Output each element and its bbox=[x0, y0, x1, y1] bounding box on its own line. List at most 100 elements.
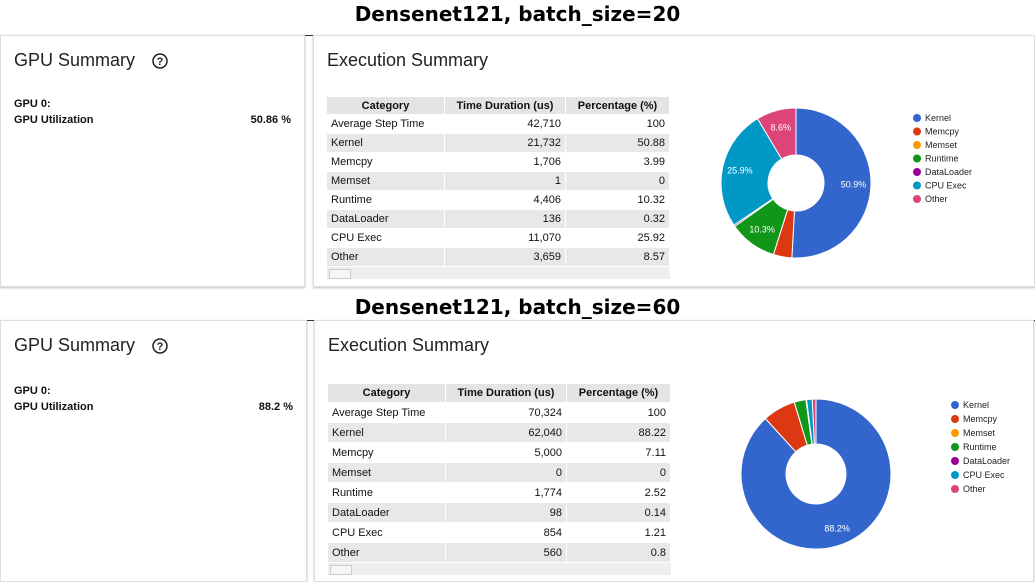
table-row: CPU Exec 854 1.21 bbox=[328, 523, 671, 543]
table-cell: 1 bbox=[445, 172, 566, 190]
header-cell: Percentage (%) bbox=[566, 97, 670, 114]
table-row: Other 560 0.8 bbox=[328, 543, 671, 563]
table-cell: DataLoader bbox=[327, 210, 445, 228]
legend-label: DataLoader bbox=[925, 167, 972, 177]
table-row: Memcpy 1,706 3.99 bbox=[327, 153, 670, 172]
table-row: DataLoader 98 0.14 bbox=[328, 503, 671, 523]
table-cell: Memcpy bbox=[328, 443, 446, 462]
help-icon: ? bbox=[152, 53, 168, 69]
table-cell: 100 bbox=[567, 403, 671, 422]
card-title: GPU Summary bbox=[14, 335, 136, 355]
legend-swatch bbox=[951, 443, 959, 451]
table-row: CPU Exec 11,070 25.92 bbox=[327, 229, 670, 248]
donut-slice bbox=[740, 398, 892, 550]
legend-label: Memset bbox=[925, 140, 958, 150]
table-header: Category Time Duration (us) Percentage (%) bbox=[327, 97, 670, 115]
scrollbar bbox=[327, 267, 670, 279]
table-cell: Other bbox=[328, 543, 446, 562]
table-cell: Runtime bbox=[328, 483, 446, 502]
table-cell: 136 bbox=[445, 210, 566, 228]
table-cell: 4,406 bbox=[445, 191, 566, 209]
table-cell: Average Step Time bbox=[327, 115, 445, 133]
legend-label: Runtime bbox=[963, 442, 997, 452]
gpu-summary-card: GPU Summary? GPU 0: GPU Utilization 50.86 % bbox=[0, 35, 305, 287]
table-cell: 11,070 bbox=[445, 229, 566, 247]
legend-swatch bbox=[913, 168, 921, 176]
table-cell: Kernel bbox=[327, 134, 445, 152]
table-cell: 1.21 bbox=[567, 523, 671, 542]
table-cell: 70,324 bbox=[446, 403, 567, 422]
table-cell: 854 bbox=[446, 523, 567, 542]
table-cell: 5,000 bbox=[446, 443, 567, 462]
table-row: Average Step Time 42,710 100 bbox=[327, 115, 670, 134]
table-cell: 98 bbox=[446, 503, 567, 522]
legend-swatch bbox=[913, 114, 921, 122]
slice-label: 88.2% bbox=[824, 524, 850, 534]
gpu-label: GPU 0: bbox=[14, 385, 51, 397]
table-cell: 3,659 bbox=[445, 248, 566, 266]
table-row: Kernel 21,732 50.88 bbox=[327, 134, 670, 153]
header-cell: Time Duration (us) bbox=[446, 384, 567, 402]
table-cell: CPU Exec bbox=[327, 229, 445, 247]
table-cell: Runtime bbox=[327, 191, 445, 209]
table-cell: Memset bbox=[327, 172, 445, 190]
table-cell: 8.57 bbox=[566, 248, 670, 266]
legend-swatch bbox=[951, 485, 959, 493]
legend-swatch bbox=[913, 154, 921, 163]
table-cell: 0.14 bbox=[567, 503, 671, 522]
table-cell: 3.99 bbox=[566, 153, 670, 171]
table-cell: CPU Exec bbox=[328, 523, 446, 542]
table-row: Kernel 62,040 88.22 bbox=[328, 423, 671, 443]
table-cell: 42,710 bbox=[445, 115, 566, 133]
legend-label: Memset bbox=[963, 428, 996, 438]
execution-summary-card: Execution Summary Category Time Duration (… bbox=[313, 35, 1035, 287]
table-cell: 21,732 bbox=[445, 134, 566, 152]
section-title: Densenet121, batch_size=60 bbox=[354, 295, 681, 319]
donut-chart: 88.2% Kernel Memcpy Memset Runtime DataLoader… bbox=[740, 398, 1010, 550]
legend-label: Memcpy bbox=[925, 127, 960, 137]
help-icon: ? bbox=[152, 338, 168, 354]
table-cell: Average Step Time bbox=[328, 403, 446, 422]
table-cell: 2.52 bbox=[567, 483, 671, 502]
legend-label: Memcpy bbox=[963, 414, 998, 424]
table-cell: 100 bbox=[566, 115, 670, 133]
legend-label: Other bbox=[963, 484, 986, 494]
table-row: Memset 0 0 bbox=[328, 463, 671, 483]
card-title: Execution Summary bbox=[328, 335, 490, 355]
legend-swatch bbox=[951, 471, 959, 479]
legend-label: Kernel bbox=[963, 400, 989, 410]
table-cell: 1,706 bbox=[445, 153, 566, 171]
table-cell: 0 bbox=[446, 463, 567, 482]
help-mark: ? bbox=[157, 56, 164, 68]
legend-label: CPU Exec bbox=[963, 470, 1005, 480]
scroll-arrows bbox=[329, 269, 351, 279]
table-row: Runtime 1,774 2.52 bbox=[328, 483, 671, 503]
scrollbar bbox=[328, 563, 671, 575]
help-circle bbox=[152, 53, 168, 69]
legend-label: Other bbox=[925, 194, 948, 204]
table-cell: 10.32 bbox=[566, 191, 670, 209]
table-cell: Kernel bbox=[328, 423, 446, 442]
header-cell: Category bbox=[327, 97, 445, 114]
help-mark: ? bbox=[157, 341, 164, 353]
slice-label: 10.3% bbox=[749, 224, 775, 234]
legend-swatch bbox=[913, 141, 921, 149]
table-cell: Memset bbox=[328, 463, 446, 482]
slice-label: 50.9% bbox=[841, 180, 867, 190]
legend-label: Kernel bbox=[925, 113, 951, 123]
table-cell: 560 bbox=[446, 543, 567, 562]
utilization-label: GPU Utilization bbox=[14, 114, 94, 126]
table-row: Other 3,659 8.57 bbox=[327, 248, 670, 267]
table-cell: 0 bbox=[566, 172, 670, 190]
utilization-value: 50.86 % bbox=[250, 114, 291, 126]
header-cell: Category bbox=[328, 384, 446, 402]
legend-swatch bbox=[951, 429, 959, 437]
table-cell: 25.92 bbox=[566, 229, 670, 247]
table-row: Runtime 4,406 10.32 bbox=[327, 191, 670, 210]
table-row: DataLoader 136 0.32 bbox=[327, 210, 670, 229]
legend-label: Runtime bbox=[925, 154, 959, 164]
table-header: Category Time Duration (us) Percentage (%) bbox=[328, 384, 671, 403]
legend-swatch bbox=[913, 195, 921, 203]
help-circle bbox=[152, 338, 168, 354]
